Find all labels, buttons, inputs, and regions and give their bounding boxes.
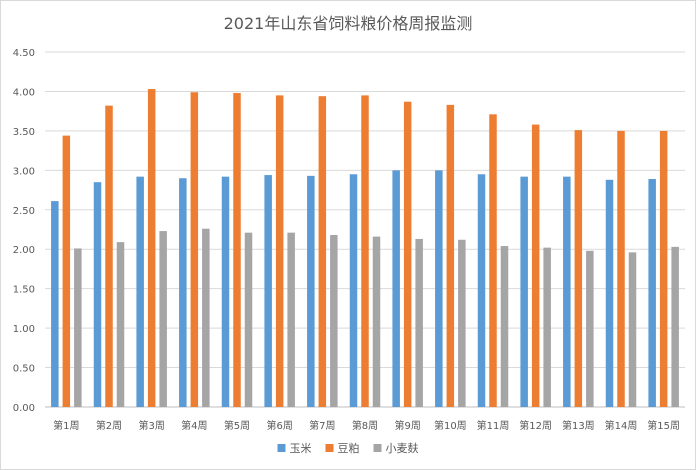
bar-小麦麸-第5周	[244, 232, 253, 407]
chart-title: 2021年山东省饲料粮价格周报监测	[224, 14, 473, 33]
bar-小麦麸-第6周	[287, 232, 295, 407]
bar-豆粕-第14周	[617, 130, 625, 407]
bar-豆粕-第11周	[489, 114, 497, 408]
x-tick-label: 第5周	[224, 419, 250, 432]
x-tick-label: 第2周	[96, 419, 122, 432]
legend-label: 玉米	[290, 442, 312, 455]
y-tick-label: 4.00	[13, 87, 35, 98]
bar-玉米-第14周	[605, 179, 614, 407]
x-tick-label: 第11周	[477, 419, 510, 432]
bar-小麦麸-第14周	[628, 252, 637, 407]
x-tick-label: 第12周	[519, 419, 552, 432]
bar-玉米-第7周	[307, 175, 315, 407]
y-tick-label: 3.50	[13, 127, 35, 138]
bar-豆粕-第7周	[318, 96, 327, 407]
x-tick-label: 第10周	[434, 419, 467, 432]
bar-豆粕-第8周	[361, 95, 369, 407]
bar-豆粕-第13周	[574, 130, 583, 407]
x-tick-label: 第7周	[309, 419, 335, 432]
bar-玉米-第5周	[221, 176, 230, 407]
legend-swatch-豆粕	[325, 444, 334, 452]
y-tick-label: 1.00	[13, 324, 35, 335]
x-tick-label: 第15周	[647, 419, 680, 432]
bar-豆粕-第4周	[190, 92, 199, 407]
bar-豆粕-第3周	[147, 89, 156, 408]
bar-豆粕-第10周	[446, 104, 455, 407]
bar-豆粕-第2周	[105, 105, 113, 408]
y-tick-label: 2.50	[13, 206, 35, 217]
bar-玉米-第12周	[520, 176, 528, 407]
x-tick-label: 第8周	[352, 419, 378, 432]
x-tick-label: 第6周	[266, 419, 292, 432]
legend-label: 小麦麸	[386, 442, 419, 455]
x-tick-label: 第14周	[605, 419, 638, 432]
x-tick-label: 第4周	[181, 419, 207, 432]
bar-玉米-第1周	[51, 201, 59, 407]
bar-玉米-第6周	[264, 175, 272, 407]
bar-玉米-第3周	[136, 176, 144, 407]
bar-玉米-第8周	[349, 174, 358, 407]
bar-豆粕-第1周	[62, 135, 71, 407]
bar-小麦麸-第15周	[671, 246, 679, 407]
x-tick-label: 第1周	[53, 419, 79, 432]
legend-swatch-小麦麸	[373, 444, 382, 452]
y-tick-label: 3.00	[13, 166, 35, 177]
y-tick-label: 4.50	[13, 48, 35, 59]
bar-小麦麸-第7周	[330, 235, 338, 407]
y-tick-label: 1.50	[13, 285, 35, 296]
x-axis-ticks: 第1周 第2周 第3周 第4周 第5周 第6周 第7周 第8周 第9周 第10周 第11周 第12周第…	[53, 419, 680, 432]
bar-小麦麸-第12周	[543, 247, 551, 407]
bars	[51, 89, 679, 408]
bar-小麦麸-第3周	[159, 231, 167, 407]
bar-小麦麸-第9周	[415, 238, 423, 407]
y-tick-label: 0.00	[13, 403, 35, 414]
bar-豆粕-第15周	[659, 130, 668, 407]
bar-玉米-第4周	[179, 178, 187, 407]
bar-玉米-第2周	[93, 182, 102, 407]
y-axis-ticks: 0.00 0.50 1.00 1.50 2.00 2.50 3.00 3.50 4.00 4.50	[13, 48, 35, 414]
legend-label: 豆粕	[338, 441, 360, 455]
y-tick-label: 2.00	[13, 245, 35, 256]
bar-小麦麸-第1周	[74, 248, 82, 407]
y-tick-label: 0.50	[13, 364, 35, 375]
bar-玉米-第13周	[563, 176, 571, 407]
bar-玉米-第11周	[477, 174, 486, 407]
bar-小麦麸-第11周	[500, 246, 509, 407]
bar-小麦麸-第13周	[586, 250, 594, 407]
x-tick-label: 第13周	[562, 419, 595, 432]
bar-豆粕-第9周	[403, 101, 412, 407]
bar-玉米-第15周	[648, 179, 656, 407]
bar-豆粕-第6周	[275, 95, 284, 407]
bar-玉米-第9周	[392, 170, 400, 407]
x-tick-label: 第3周	[138, 419, 164, 432]
bar-小麦麸-第2周	[116, 242, 125, 407]
bar-玉米-第10周	[435, 170, 443, 407]
x-tick-label: 第9周	[394, 419, 420, 432]
bar-小麦麸-第10周	[458, 239, 466, 407]
bar-小麦麸-第8周	[372, 236, 381, 407]
bar-豆粕-第5周	[233, 93, 241, 408]
bar-豆粕-第12周	[531, 124, 540, 408]
legend: 玉米 豆粕 小麦麸	[277, 441, 419, 455]
legend-swatch-玉米	[277, 444, 286, 452]
bar-小麦麸-第4周	[202, 228, 210, 407]
